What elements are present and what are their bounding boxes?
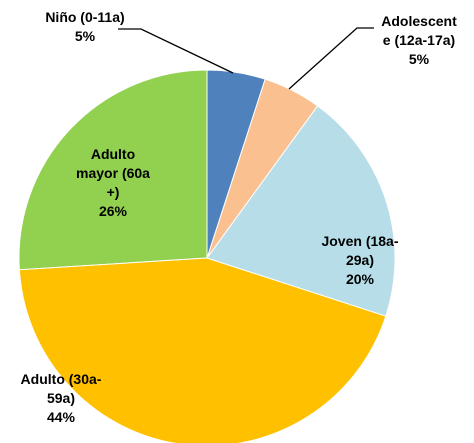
category-label: Adulto mayor (60a +) bbox=[76, 146, 150, 200]
data-label: Adulto (30a-59a) 44% bbox=[18, 370, 104, 427]
value-label: 44% bbox=[46, 409, 76, 425]
category-label: Joven (18a-29a) bbox=[321, 233, 399, 268]
value-label: 5% bbox=[408, 51, 430, 67]
pie-slice bbox=[18, 257, 387, 443]
pie-slice bbox=[18, 69, 208, 271]
data-label: Joven (18a-29a) 20% bbox=[318, 232, 402, 289]
pie-slice bbox=[206, 105, 396, 317]
leader-line bbox=[288, 27, 374, 90]
leader-line bbox=[118, 28, 234, 74]
data-label: Adulto mayor (60a +) 26% bbox=[73, 145, 153, 221]
value-label: 5% bbox=[74, 28, 96, 44]
value-label: 26% bbox=[98, 203, 128, 219]
category-label: Niño (0-11a) bbox=[45, 9, 125, 25]
category-label: Adolescente (12a-17a) bbox=[381, 13, 457, 48]
data-label: Niño (0-11a) 5% bbox=[45, 8, 125, 46]
value-label: 20% bbox=[345, 271, 375, 287]
data-label: Adolescente (12a-17a) 5% bbox=[378, 12, 460, 69]
category-label: Adulto (30a-59a) bbox=[20, 371, 102, 406]
pie-slice bbox=[206, 69, 266, 259]
